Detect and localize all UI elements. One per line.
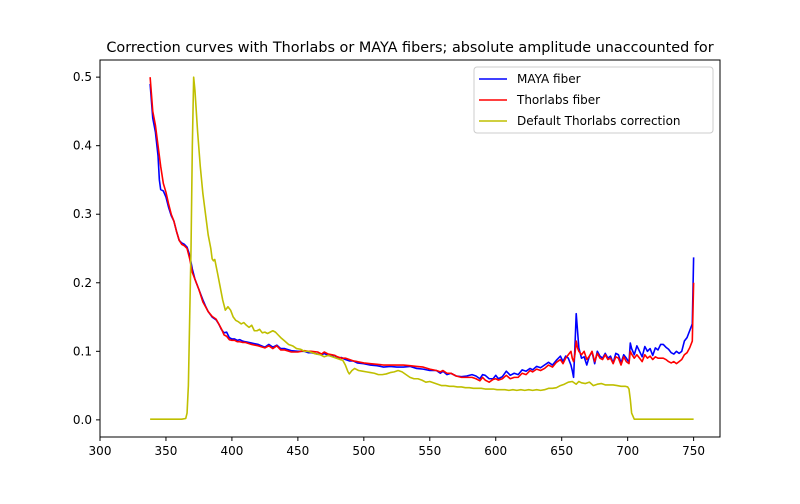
legend-label-3: Default Thorlabs correction	[517, 114, 681, 128]
series-line-2	[149, 77, 695, 383]
legend: MAYA fiber Thorlabs fiber Default Thorlabs…	[473, 66, 714, 134]
legend-label-1: MAYA fiber	[517, 72, 581, 86]
x-tick-label: 700	[616, 444, 639, 458]
plot-frame	[99, 59, 721, 438]
plot-axes: 300 350 400 450 500 550 600 650 700 750 0.0 0.1 0.2 0…	[73, 59, 721, 458]
x-tick-label: 500	[352, 444, 375, 458]
chart-title: Correction curves with Thorlabs or MAYA …	[106, 40, 713, 56]
y-tick-label: 0.3	[73, 207, 92, 221]
x-tick-label: 300	[89, 444, 112, 458]
legend-box	[473, 66, 714, 134]
y-tick-label: 0.2	[73, 276, 92, 290]
x-tick-label: 450	[286, 444, 309, 458]
x-tick-label: 550	[418, 444, 441, 458]
x-tick-label: 750	[682, 444, 705, 458]
y-tick-label: 0.5	[73, 70, 92, 84]
x-tick-label: 400	[220, 444, 243, 458]
y-tick-label: 0.0	[73, 413, 92, 427]
y-tick-label: 0.1	[73, 344, 92, 358]
y-tick-label: 0.4	[73, 139, 92, 153]
x-tick-label: 650	[550, 444, 573, 458]
x-tick-label: 350	[155, 444, 178, 458]
series-line-3	[150, 76, 694, 420]
legend-label-2: Thorlabs fiber	[516, 93, 600, 107]
plot-lines	[149, 76, 695, 420]
x-tick-label: 600	[484, 444, 507, 458]
